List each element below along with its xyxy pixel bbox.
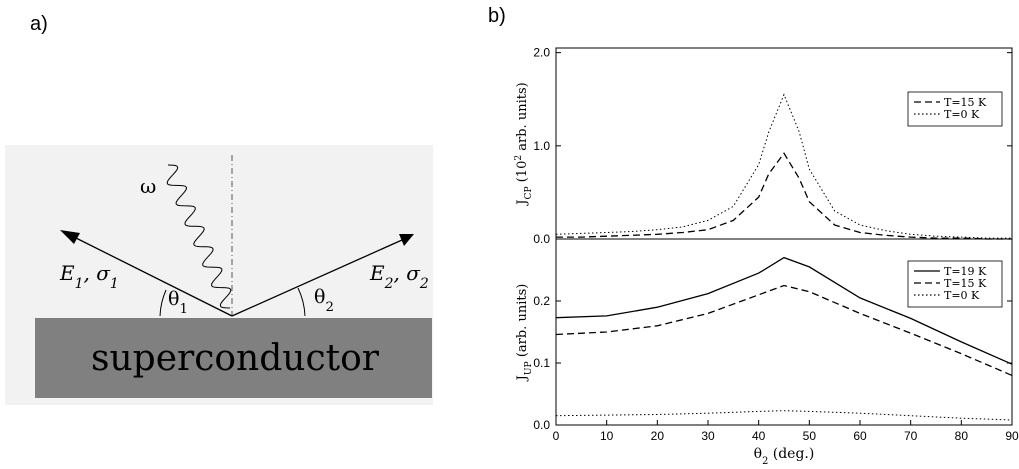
x-tick-label: 10 [600,429,614,443]
y-tick-label: 0.1 [533,356,550,370]
panel-label: b) [488,5,506,27]
x-tick-label: 50 [803,429,817,443]
label-part: 2 [384,276,394,292]
legend-label: T=0 K [944,108,980,121]
label-part: , σ [84,261,112,285]
photon-label: ω [140,174,156,198]
label-part: , σ [394,261,422,285]
arrowhead [399,234,414,246]
y-tick-label: 0.0 [533,232,550,246]
label-part: 1 [75,276,84,292]
series-line [555,256,1013,365]
label-part: UP [524,361,534,375]
x-tick-label: 40 [752,429,766,443]
label-part: 1 [110,276,119,292]
x-tick-label: 0 [553,429,560,443]
legend-label: T=0 K [944,289,980,302]
series-line [556,152,1012,240]
y-axis-label: JCP (102 arb. units) [514,82,534,206]
label-part: CP [524,186,534,199]
y-tick-label: 2.0 [533,46,550,60]
legend-box [907,260,1003,308]
label-part: J [515,375,530,382]
label-part: (deg.) [768,446,814,462]
x-tick-label: 60 [853,429,867,443]
incident-label: E1, σ1 [59,261,119,292]
x-axis-label: θ2 (deg.) [754,446,815,464]
photon-wave [166,164,232,309]
series-line [555,410,1013,421]
superconductor-slab [35,318,432,398]
label-part: 2 [514,155,524,161]
label-part: 2 [419,276,429,292]
y-tick-label: 1.0 [533,139,550,153]
arrowhead [60,230,80,244]
y-tick-label: 0.2 [533,294,550,308]
x-tick-label: 70 [904,429,918,443]
panel-label: a) [30,13,48,35]
plot-frame [555,238,1013,426]
label-part: 1 [179,302,187,317]
material-label: superconductor [91,338,380,379]
x-tick-label: 20 [651,429,665,443]
label-part: J [515,199,530,206]
label-part: θ [754,446,762,462]
angle-arc [159,289,167,317]
label-part: arb. units) [515,82,530,155]
reflected-label: E2, σ2 [369,261,429,292]
legend-label: T=15 K [944,277,987,290]
x-tick-label: 30 [701,429,715,443]
legend-box [907,91,1003,127]
label-part: θ [314,286,325,308]
incident-ray [71,235,233,317]
x-tick-label: 80 [955,429,969,443]
angle-arc [297,287,306,317]
plot-frame [555,47,1013,240]
label-part: 2 [325,300,333,315]
label-part: (arb. units) [515,284,530,362]
y-axis-label: JUP (arb. units) [515,284,534,383]
label-part: (10 [515,161,530,187]
angle-label: θ1 [168,288,188,317]
label-part: E [59,261,75,285]
series-line [555,93,1012,239]
angle-label: θ2 [314,286,334,315]
y-tick-label: 0.0 [533,418,550,432]
x-tick-label: 90 [1005,429,1019,443]
legend-label: T=19 K [944,265,987,278]
label-part: 2 [762,456,768,465]
label-part: θ [168,288,179,310]
legend-label: T=15 K [944,96,987,109]
label-part: E [369,261,385,285]
series-line [555,284,1013,376]
reflected-ray [231,239,403,317]
